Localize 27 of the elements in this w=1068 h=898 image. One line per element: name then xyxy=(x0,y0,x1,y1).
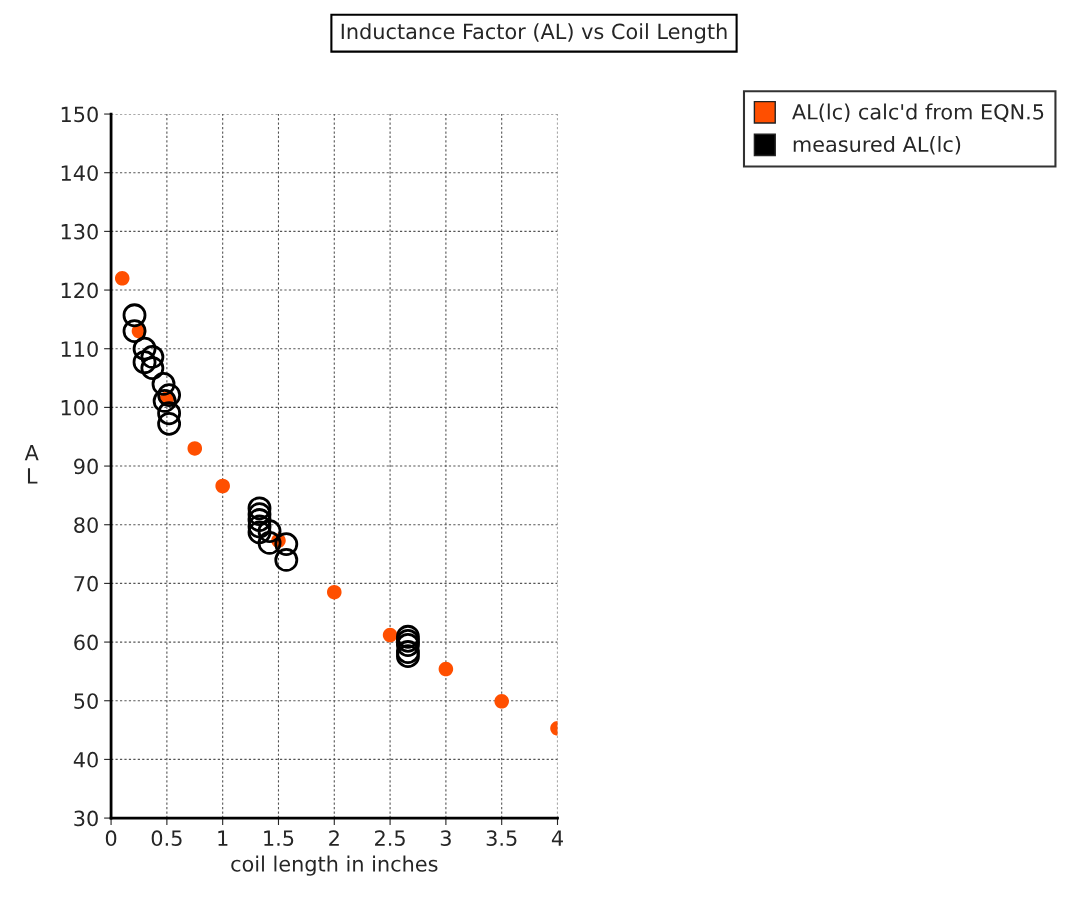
y-tick-label: 100 xyxy=(61,399,98,416)
y-tick-label: 90 xyxy=(74,458,98,475)
chart-title: Inductance Factor (AL) vs Coil Length xyxy=(341,23,727,44)
x-tick-label: 1.5 xyxy=(264,830,294,847)
x-tick-label: 3.5 xyxy=(486,830,517,847)
x-tick-label: 3 xyxy=(440,830,451,847)
y-tick-label: 120 xyxy=(61,282,98,299)
y-tick-label: 130 xyxy=(61,223,98,240)
x-tick-label: 2 xyxy=(329,830,339,846)
y-tick-label: 80 xyxy=(74,517,98,533)
x-tick-label: 1 xyxy=(218,830,228,846)
x-tick-label: 0.5 xyxy=(151,830,182,847)
y-tick-label: 70 xyxy=(74,575,98,592)
y-tick-label: 40 xyxy=(73,751,98,768)
y-tick-label: 150 xyxy=(61,106,98,123)
x-tick-label: 2.5 xyxy=(375,830,405,847)
legend-label: AL(lc) calc'd from EQN.5 xyxy=(792,103,1044,123)
legend-label: measured AL(lc) xyxy=(793,135,961,155)
y-tick-label: 60 xyxy=(74,634,98,651)
x-tick-label: 0 xyxy=(105,830,117,847)
x-axis-title: coil length in inches xyxy=(231,855,438,876)
y-tick-label: 50 xyxy=(74,693,98,709)
y-axis-title: A L xyxy=(24,444,39,484)
x-tick-label: 4 xyxy=(551,830,563,846)
y-tick-label: 140 xyxy=(61,165,98,181)
y-tick-label: 110 xyxy=(61,341,98,357)
y-tick-label: 30 xyxy=(74,810,98,827)
